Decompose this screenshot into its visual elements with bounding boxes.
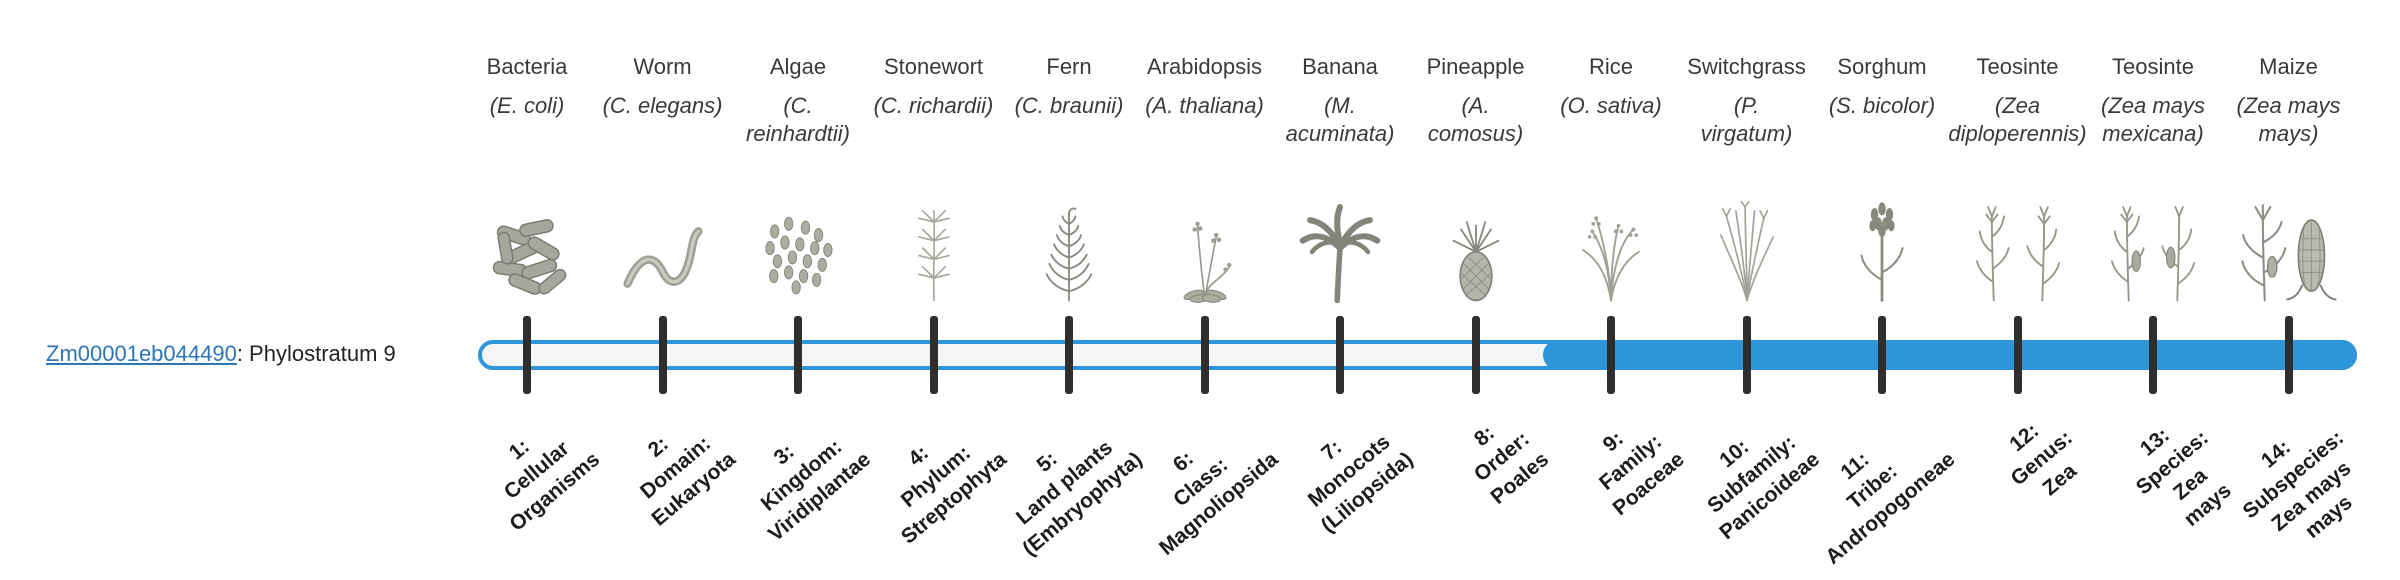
- species-common-name: Worm: [633, 54, 692, 79]
- phylostratum-tick-7: [1336, 316, 1344, 394]
- species-common-name: Algae: [769, 54, 827, 79]
- species-column: Switchgrass (P. virgatum): [1672, 54, 1822, 306]
- species-scientific-name: (Zea diploperennis): [1948, 93, 2087, 146]
- species-scientific-name: (A. comosus): [1427, 93, 1524, 146]
- phylostratum-label-4: 4: Phylum: Streptophyta: [896, 441, 1011, 549]
- species-column: Fern (C. braunii): [994, 54, 1144, 306]
- phylostrata-track-filled-segment: [1543, 340, 2357, 370]
- species-column: Stonewort (C. richardii): [859, 54, 1009, 306]
- species-common-name: Maize: [2259, 54, 2318, 79]
- species-common-name: Switchgrass: [1687, 54, 1806, 79]
- species-column: Bacteria (E. coli): [452, 54, 602, 306]
- species-common-name: Teosinte: [2112, 54, 2194, 79]
- species-scientific-name: (C. richardii): [873, 93, 994, 119]
- teosinte-diploperennis-illustration: [1943, 194, 2093, 306]
- stonewort-illustration: [859, 194, 1009, 306]
- phylostratum-tick-1: [523, 316, 531, 394]
- phylostratum-tick-10: [1742, 316, 1751, 394]
- phylostratum-label-8: 8: Order: Poales: [1469, 421, 1553, 509]
- phylostratum-tick-5: [1065, 316, 1073, 394]
- phylostratum-tick-2: [658, 316, 667, 394]
- phylostratum-label-14: 14: Subspecies: Zea mays mays: [2238, 426, 2357, 543]
- switchgrass-illustration: [1672, 194, 1822, 306]
- species-scientific-name: (C. reinhardtii): [746, 93, 850, 146]
- species-common-name: Arabidopsis: [1147, 54, 1262, 79]
- phylostratum-label-1: 1: Cellular Organisms: [500, 434, 605, 536]
- species-scientific-name: (S. bicolor): [1828, 93, 1936, 119]
- phylostratum-tick-11: [1878, 316, 1886, 394]
- teosinte-mexicana-illustration: [2078, 194, 2228, 306]
- species-column: Maize (Zea mays mays): [2214, 54, 2364, 306]
- phylostratum-label-3: 3: Kingdom: Viridiplantae: [757, 435, 876, 546]
- species-scientific-name: (O. sativa): [1560, 93, 1662, 119]
- species-common-name: Pineapple: [1426, 54, 1525, 79]
- rice-illustration: [1536, 194, 1686, 306]
- gene-label-suffix: : Phylostratum 9: [236, 341, 396, 366]
- phylostratum-label-5: 5: Land plants (Embryophyta): [1011, 436, 1147, 561]
- species-column: Rice (O. sativa): [1536, 54, 1686, 306]
- species-scientific-name: (C. braunii): [1014, 93, 1124, 119]
- pineapple-illustration: [1401, 194, 1551, 306]
- species-common-name: Sorghum: [1837, 54, 1927, 79]
- phylostratum-label-11: 11: Tribe: Andropogoneae: [1821, 447, 1960, 569]
- species-column: Sorghum (S. bicolor): [1807, 54, 1957, 306]
- bacteria-illustration: [452, 194, 602, 306]
- phylostratum-tick-13: [2149, 316, 2157, 394]
- phylostratum-tick-4: [929, 316, 938, 394]
- species-column: Pineapple (A. comosus): [1401, 54, 1551, 306]
- species-scientific-name: (P. virgatum): [1700, 93, 1793, 146]
- phylostratum-tick-12: [2013, 316, 2022, 394]
- species-scientific-name: (Zea mays mays): [2236, 93, 2341, 146]
- phylostratum-label-12: 12: Genus: Zea: [2005, 419, 2081, 500]
- species-column: Worm (C. elegans): [588, 54, 738, 306]
- maize-illustration: [2214, 194, 2364, 306]
- arabidopsis-illustration: [1130, 194, 1280, 306]
- species-scientific-name: (C. elegans): [602, 93, 723, 119]
- phylostratum-tick-8: [1471, 316, 1480, 394]
- phylostratum-label-2: 2: Domain: Eukaryota: [636, 432, 740, 531]
- algae-illustration: [723, 194, 873, 306]
- species-scientific-name: (A. thaliana): [1145, 93, 1264, 119]
- phylostratum-label-7: 7: Monocots (Liliopsida): [1303, 430, 1418, 537]
- gene-label: Zm00001eb044490: Phylostratum 9: [46, 341, 396, 367]
- phylostratum-tick-14: [2284, 316, 2293, 394]
- phylostratum-tick-3: [794, 316, 802, 394]
- phylostratum-label-6: 6: Class: Magnoliopsida: [1154, 446, 1282, 560]
- species-common-name: Fern: [1046, 54, 1092, 79]
- worm-illustration: [588, 194, 738, 306]
- sorghum-illustration: [1807, 194, 1957, 306]
- phylostratum-label-13: 13: Species: Zea mays: [2131, 423, 2236, 531]
- phylostratum-tick-9: [1607, 316, 1615, 394]
- species-scientific-name: (Zea mays mexicana): [2101, 93, 2205, 146]
- species-common-name: Rice: [1588, 54, 1633, 79]
- species-common-name: Teosinte: [1976, 54, 2059, 79]
- gene-link[interactable]: Zm00001eb044490: [46, 341, 237, 366]
- species-common-name: Bacteria: [486, 54, 568, 79]
- species-common-name: Banana: [1302, 54, 1378, 79]
- species-scientific-name: (E. coli): [489, 93, 565, 119]
- banana-illustration: [1265, 194, 1415, 306]
- species-column: Teosinte (Zea diploperennis): [1943, 54, 2093, 306]
- species-column: Banana (M. acuminata): [1265, 54, 1415, 306]
- species-column: Algae (C. reinhardtii): [723, 54, 873, 306]
- fern-illustration: [994, 194, 1144, 306]
- species-common-name: Stonewort: [883, 54, 984, 79]
- phylostratum-tick-6: [1200, 316, 1209, 394]
- species-column: Arabidopsis (A. thaliana): [1130, 54, 1280, 306]
- species-scientific-name: (M. acuminata): [1285, 93, 1395, 146]
- species-column: Teosinte (Zea mays mexicana): [2078, 54, 2228, 306]
- phylostratum-label-9: 9: Family: Poaceae: [1595, 426, 1689, 520]
